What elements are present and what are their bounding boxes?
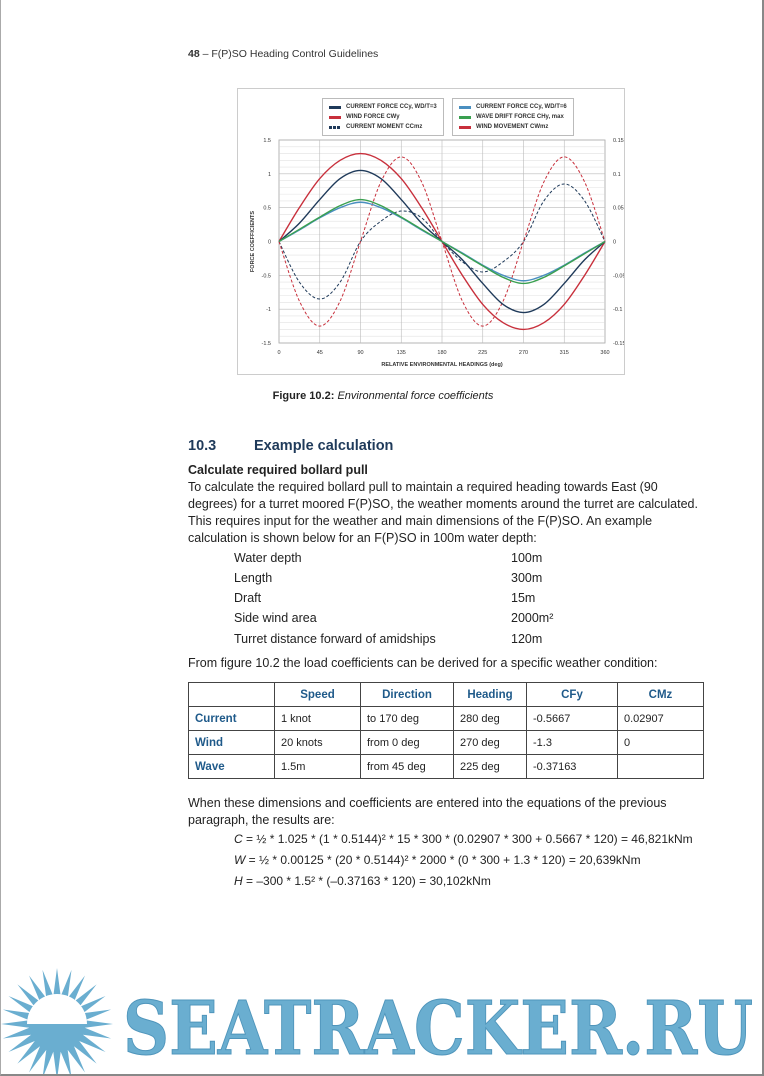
legend-item: CURRENT FORCE CCy, WD/T=3 <box>329 102 437 112</box>
chart-legend-right: CURRENT FORCE CCy, WD/T=6 WAVE DRIFT FOR… <box>452 98 574 136</box>
x-tick-label: 360 <box>600 350 609 356</box>
equation-c: C = ½ * 1.025 * (1 * 0.5144)² * 15 * 300… <box>234 832 693 846</box>
equation-h: H = –300 * 1.5² * (–0.37163 * 120) = 30,… <box>234 874 491 888</box>
y-axis-label: FORCE COEFFICIENTS <box>250 211 256 272</box>
y-tick-label: -0.5 <box>262 273 271 279</box>
legend-item: WIND FORCE CWy <box>329 112 437 122</box>
x-tick-label: 90 <box>357 350 363 356</box>
x-axis-label: RELATIVE ENVIRONMENTAL HEADINGS (deg) <box>381 362 502 368</box>
y2-tick-label: -0.05 <box>613 273 624 279</box>
x-tick-label: 270 <box>519 350 528 356</box>
subheading: Calculate required bollard pull <box>188 463 368 477</box>
results-intro: When these dimensions and coefficients a… <box>188 796 667 827</box>
y2-tick-label: 0.1 <box>613 172 621 178</box>
table-row: Wind 20 knots from 0 deg 270 deg -1.3 0 <box>188 730 704 755</box>
svg-text:SEATRACKER.RU: SEATRACKER.RU <box>123 986 753 1072</box>
y2-tick-label: 0.15 <box>613 138 624 144</box>
table-intro: From figure 10.2 the load coefficients c… <box>188 656 658 670</box>
watermark-logo: SEATRACKER.RU <box>1 968 754 1074</box>
document-title: F(P)SO Heading Control Guidelines <box>211 48 379 60</box>
figure-caption: Figure 10.2: Environmental force coeffic… <box>272 390 494 402</box>
x-tick-label: 0 <box>277 350 280 356</box>
x-tick-label: 135 <box>397 350 406 356</box>
legend-item: WIND MOVEMENT CWmz <box>459 122 567 132</box>
x-tick-label: 225 <box>478 350 487 356</box>
running-header: 48 – F(P)SO Heading Control Guidelines <box>188 48 379 60</box>
x-tick-label: 45 <box>317 350 323 356</box>
table-header-row: Speed Direction Heading CFy CMz <box>188 682 704 707</box>
y2-tick-label: -0.15 <box>613 341 624 347</box>
y-tick-label: 0.5 <box>263 206 271 212</box>
legend-item: CURRENT FORCE CCy, WD/T=6 <box>459 102 567 112</box>
y-tick-label: 1 <box>268 172 271 178</box>
table-row: Wave 1.5m from 45 deg 225 deg -0.37163 <box>188 754 704 779</box>
intro-paragraph: To calculate the required bollard pull t… <box>188 480 698 545</box>
x-tick-label: 315 <box>560 350 569 356</box>
coefficients-table: Speed Direction Heading CFy CMz Current 1… <box>188 682 704 779</box>
y-tick-label: 0 <box>268 240 271 246</box>
legend-item: CURRENT MOMENT CCmz <box>329 122 437 132</box>
sun-icon <box>1 968 113 1074</box>
y-tick-label: 1.5 <box>263 138 271 144</box>
x-tick-label: 180 <box>437 350 446 356</box>
chart-legend-left: CURRENT FORCE CCy, WD/T=3 WIND FORCE CWy… <box>322 98 444 136</box>
y2-tick-label: 0 <box>613 240 616 246</box>
y-tick-label: -1 <box>266 307 271 313</box>
legend-item: WAVE DRIFT FORCE CHy, max <box>459 112 567 122</box>
chart-plot: 0 45 90 135 180 225 270 315 360 1.5 1 0.5 0 -0.5 -1 -1.… <box>250 138 624 368</box>
y2-tick-label: 0.05 <box>613 206 624 212</box>
figure-chart: CURRENT FORCE CCy, WD/T=3 WIND FORCE CWy… <box>237 88 625 375</box>
equation-w: W = ½ * 0.00125 * (20 * 0.5144)² * 2000 … <box>234 853 641 867</box>
series-line-4 <box>278 198 606 285</box>
table-row: Current 1 knot to 170 deg 280 deg -0.5667 0.0… <box>188 706 704 731</box>
page-number: 48 <box>188 48 200 60</box>
section-heading: 10.3 Example calculation <box>188 438 394 454</box>
y-tick-label: -1.5 <box>262 341 271 347</box>
y2-tick-label: -0.1 <box>613 307 622 313</box>
